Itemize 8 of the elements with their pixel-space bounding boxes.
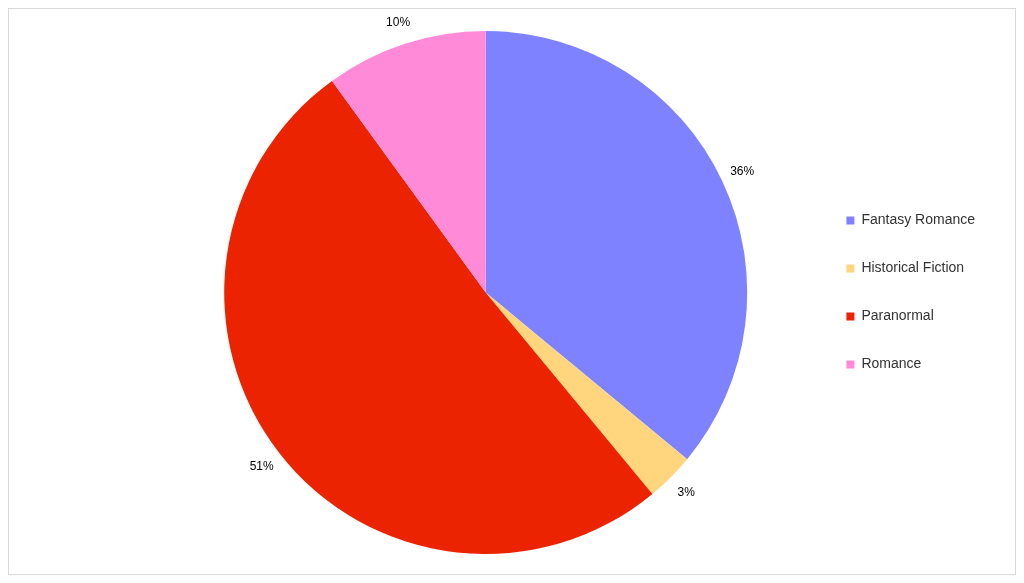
legend-label: Romance [861,355,922,372]
data-label: 36% [730,164,755,179]
legend-label: Fantasy Romance [861,211,976,228]
legend-label: Paranormal [861,307,934,324]
data-label: 51% [249,458,275,473]
data-label: 3% [677,485,696,500]
legend-label: Historical Fiction [861,259,965,276]
data-label: 10% [386,15,411,30]
